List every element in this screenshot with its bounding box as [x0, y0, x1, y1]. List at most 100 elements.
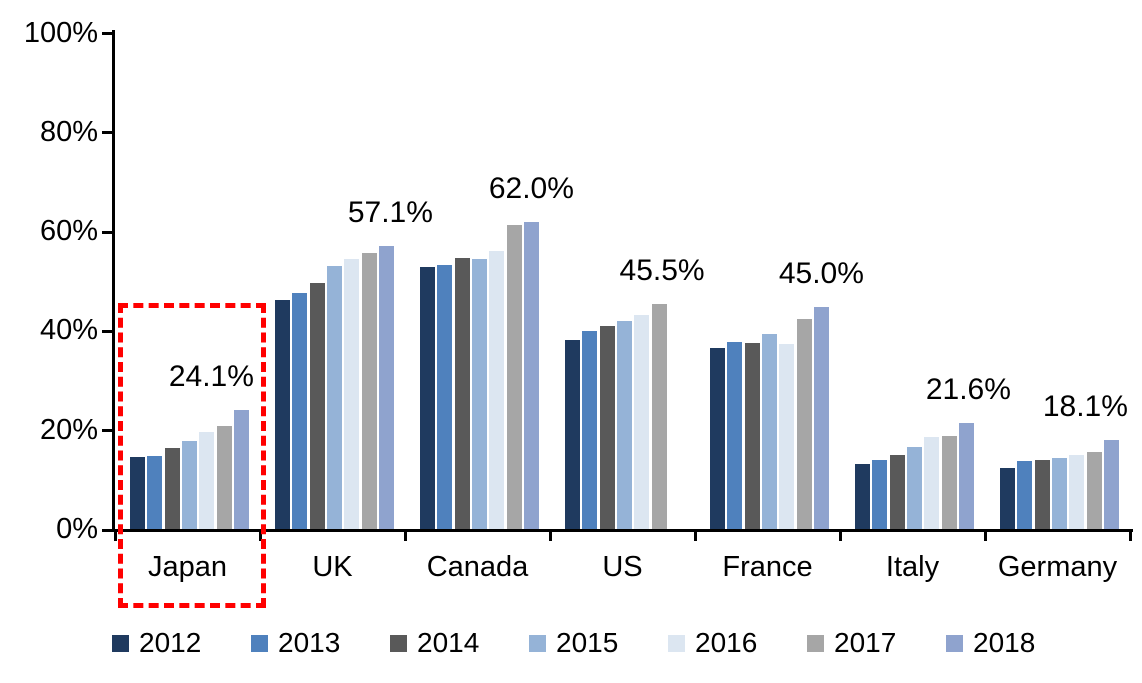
bar-japan-2017: [216, 425, 232, 529]
legend-swatch-2014: [390, 634, 407, 652]
legend-label-2014: 2014: [417, 627, 480, 658]
bar-canada-2015: [471, 259, 488, 529]
x-axis-line: [112, 529, 1133, 532]
legend-swatch-2018: [946, 634, 963, 652]
y-tick: [102, 528, 113, 532]
legend-item-2017: 2017: [807, 629, 946, 657]
y-tick: [102, 230, 113, 234]
bar-japan-2012: [130, 456, 146, 529]
x-axis-label-germany: Germany: [997, 551, 1118, 583]
bar-uk-2016: [344, 258, 360, 529]
bar-us-2012: [565, 340, 581, 529]
bar-italy-2013: [872, 459, 888, 529]
bar-uk-2013: [292, 293, 308, 529]
bar-uk-2017: [361, 253, 377, 529]
legend-swatch-2017: [807, 634, 824, 652]
bar-us-2015: [616, 320, 633, 529]
legend-item-2012: 2012: [112, 629, 251, 657]
bar-uk-2018: [378, 246, 394, 529]
bar-germany-2014: [1034, 459, 1050, 529]
legend-label-2013: 2013: [278, 627, 341, 658]
data-label-germany: 18.1%: [1042, 390, 1128, 424]
bar-france-2014: [744, 343, 760, 529]
legend-label-2015: 2015: [556, 627, 619, 658]
legend: 2012 2013 2014 2015 2016 2017 2018: [112, 629, 1085, 657]
x-axis-label-japan: Japan: [147, 551, 227, 583]
data-label-uk: 57.1%: [347, 196, 433, 230]
legend-item-2015: 2015: [529, 629, 668, 657]
legend-swatch-2013: [251, 634, 268, 652]
legend-item-2016: 2016: [668, 629, 807, 657]
bar-uk-2012: [275, 299, 291, 529]
bar-france-2018: [813, 306, 829, 529]
data-label-italy: 21.6%: [925, 372, 1011, 406]
bar-germany-2018: [1103, 440, 1119, 529]
x-tick: [1128, 532, 1132, 541]
legend-swatch-2016: [668, 634, 685, 652]
bar-germany-2012: [1000, 467, 1016, 529]
bar-uk-2014: [309, 283, 325, 529]
legend-label-2016: 2016: [695, 627, 758, 658]
x-tick: [403, 532, 407, 541]
bar-us-2013: [582, 331, 598, 529]
bar-canada-2014: [454, 257, 470, 529]
x-tick: [693, 532, 697, 541]
x-tick: [983, 532, 987, 541]
bar-france-2015: [761, 334, 778, 529]
y-tick: [102, 32, 113, 35]
y-axis-line: [112, 30, 115, 532]
x-axis-label-france: France: [722, 551, 813, 583]
bar-japan-2013: [147, 455, 163, 529]
x-tick: [258, 532, 262, 541]
bar-italy-2016: [924, 436, 940, 529]
bar-italy-2018: [958, 422, 974, 529]
bar-germany-2013: [1017, 460, 1033, 529]
x-axis-label-canada: Canada: [426, 551, 529, 583]
legend-swatch-2012: [112, 634, 129, 652]
y-axis-tick-label: 0%: [56, 513, 98, 545]
bar-italy-2017: [941, 435, 957, 529]
y-axis-tick-label: 80%: [39, 115, 98, 148]
y-tick: [102, 329, 113, 333]
x-axis-label-uk: UK: [312, 551, 353, 583]
legend-label-2012: 2012: [139, 627, 202, 658]
bar-italy-2015: [906, 447, 923, 529]
bar-canada-2012: [420, 266, 436, 529]
bar-japan-2018: [233, 410, 249, 529]
legend-item-2018: 2018: [946, 629, 1085, 657]
legend-item-2014: 2014: [390, 629, 529, 657]
legend-swatch-2015: [529, 634, 546, 652]
bar-france-2013: [727, 342, 743, 529]
bar-japan-2014: [164, 447, 180, 529]
data-label-canada: 62.0%: [488, 172, 574, 206]
x-tick: [113, 532, 117, 541]
bar-france-2017: [796, 319, 812, 529]
data-label-japan: 24.1%: [168, 360, 254, 394]
y-tick: [102, 131, 113, 135]
bar-japan-2015: [181, 440, 198, 529]
bar-france-2012: [710, 348, 726, 529]
data-label-france: 45.0%: [778, 256, 864, 290]
x-axis-label-italy: Italy: [885, 551, 940, 583]
y-axis-tick-label: 40%: [39, 314, 98, 347]
bar-italy-2014: [889, 454, 905, 529]
bar-uk-2015: [326, 265, 343, 529]
bar-italy-2012: [855, 464, 871, 529]
x-tick: [548, 532, 552, 541]
bar-germany-2017: [1086, 451, 1102, 529]
bar-canada-2017: [506, 224, 522, 529]
y-axis-tick-label: 60%: [39, 215, 98, 248]
bar-germany-2015: [1051, 457, 1068, 529]
x-axis-label-us: US: [602, 551, 643, 583]
y-axis-tick-label: 100%: [23, 16, 98, 49]
bar-us-2014: [599, 326, 615, 529]
bar-germany-2016: [1069, 455, 1085, 529]
bar-france-2016: [779, 343, 795, 529]
y-tick: [102, 429, 113, 433]
japan-highlight-box: [118, 303, 266, 608]
data-label-us: 45.5%: [619, 254, 705, 288]
x-tick: [838, 532, 842, 541]
bar-canada-2018: [523, 222, 539, 529]
bar-canada-2013: [437, 264, 453, 529]
